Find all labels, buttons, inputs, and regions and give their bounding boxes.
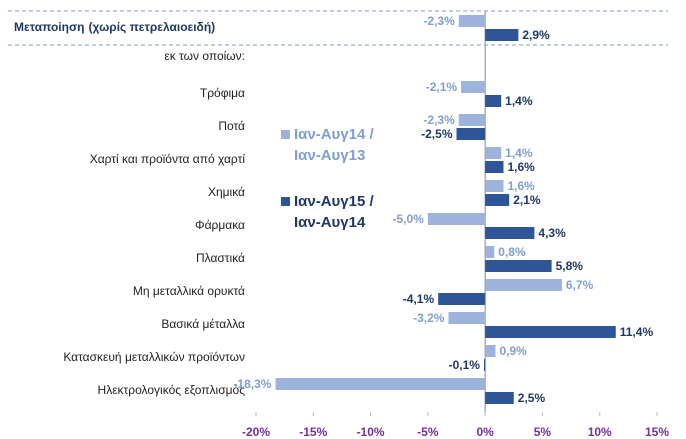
x-tick-label: -15%	[299, 425, 327, 439]
value-label: 11,4%	[620, 325, 654, 339]
value-label: 0,9%	[499, 344, 527, 358]
value-label: -4,1%	[403, 292, 435, 306]
bar	[485, 326, 616, 338]
x-tick-label: -5%	[417, 425, 439, 439]
bar	[485, 161, 504, 173]
bar	[485, 227, 535, 239]
category-label: Χημικά	[208, 185, 245, 199]
value-label: 2,1%	[513, 193, 541, 207]
legend-swatch	[281, 130, 290, 139]
legend-swatch	[281, 197, 290, 206]
value-label: -3,2%	[413, 311, 445, 325]
value-label: 1,4%	[505, 94, 533, 108]
x-tick-label: -10%	[357, 425, 385, 439]
category-title: Μεταποίηση (χωρίς πετρελαιοειδή)	[14, 20, 215, 34]
bar	[448, 312, 486, 324]
category-note: (χωρίς πετρελαιοειδή)	[88, 20, 215, 34]
x-tick-label: 15%	[645, 425, 669, 439]
category-label: Μεταποίηση	[14, 20, 84, 34]
bar	[485, 147, 502, 159]
category-label: Τρόφιμα	[200, 86, 245, 100]
x-tick-label: -20%	[242, 425, 270, 439]
value-label: 1,6%	[507, 160, 535, 174]
value-label: 0,8%	[498, 245, 526, 259]
category-label: Μη μεταλλικά ορυκτά	[133, 284, 245, 298]
legend-label: Ιαν-Αυγ15 / Ιαν-Αυγ14	[294, 193, 374, 231]
value-label: -2,3%	[423, 113, 455, 127]
bar	[485, 392, 514, 404]
bar	[461, 81, 486, 93]
category-label: Βασικά μέταλλα	[161, 317, 245, 331]
category-label: Φάρμακα	[195, 218, 245, 232]
bar	[485, 29, 519, 41]
bar	[485, 260, 552, 272]
value-label: 2,9%	[522, 28, 550, 42]
bar	[275, 378, 486, 390]
category-label: Πλαστικά	[196, 251, 245, 265]
bar	[438, 293, 486, 305]
value-label: 2,5%	[518, 391, 546, 405]
value-label: -5,0%	[392, 212, 424, 226]
category-label: Ποτά	[218, 119, 245, 133]
value-label: 1,6%	[507, 179, 535, 193]
value-label: -0,1%	[449, 358, 481, 372]
bar	[485, 194, 510, 206]
x-tick-label: 0%	[476, 425, 494, 439]
bar	[485, 279, 562, 291]
bar	[458, 114, 486, 126]
bar	[456, 128, 486, 140]
bar	[483, 359, 486, 371]
bar	[485, 345, 496, 357]
value-label: 1,4%	[505, 146, 533, 160]
bar	[485, 180, 504, 192]
value-label: 5,8%	[556, 259, 584, 273]
category-label: εκ των οποίων:	[164, 49, 245, 63]
value-label: -2,5%	[421, 127, 453, 141]
value-label: -2,3%	[423, 14, 455, 28]
value-label: -2,1%	[426, 80, 458, 94]
bar	[485, 246, 495, 258]
value-label: -18,3%	[233, 377, 271, 391]
value-label: 6,7%	[566, 278, 594, 292]
x-tick-label: 5%	[534, 425, 552, 439]
category-label: Χαρτί και προϊόντα από χαρτί	[90, 152, 246, 166]
x-tick-label: 10%	[588, 425, 612, 439]
category-label: Ηλεκτρολογικός εξοπλισμός	[98, 383, 246, 397]
bar	[427, 213, 486, 225]
category-label: Κατασκευή μεταλλικών προϊόντων	[63, 350, 245, 364]
bar	[485, 95, 502, 107]
legend-label: Ιαν-Αυγ14 / Ιαν-Αυγ13	[294, 126, 374, 164]
bar	[458, 15, 486, 27]
value-label: 4,3%	[538, 226, 566, 240]
